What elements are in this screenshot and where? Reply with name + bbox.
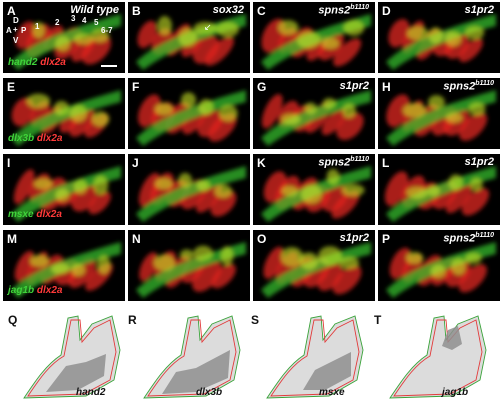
axis-p-label: P: [21, 26, 27, 35]
scale-bar: [101, 65, 117, 67]
outline-panel-label: S: [251, 313, 260, 327]
axis-cross-icon: +: [13, 25, 18, 34]
allele-superscript: b1110: [350, 156, 369, 163]
panel-genotype: s1pr2: [339, 80, 369, 92]
outline-gene-name: hand2: [76, 387, 106, 398]
probe-green: hand2: [8, 57, 38, 68]
axis-v-label: V: [13, 36, 19, 45]
arch-outline-diagram: [23, 315, 121, 399]
panel-label: H: [382, 80, 391, 94]
outline-gene-name: msxe: [319, 387, 345, 398]
allele-superscript: b1110: [475, 232, 494, 239]
fluorescence-image: [261, 166, 371, 222]
panel-a: A Wild type hand2 dlx2a 1 2 3 4 5 6-7 D A P V +: [3, 2, 125, 73]
fluorescence-image: [11, 14, 121, 70]
panel-label: D: [382, 4, 391, 18]
panel-label: C: [257, 4, 266, 18]
outline-panel-label: R: [128, 313, 137, 327]
arch-outline-diagram: [389, 315, 487, 399]
probe-green: jag1b: [8, 285, 35, 296]
panel-label: I: [7, 156, 11, 170]
arch-number: 3: [71, 14, 76, 23]
probe-red: dlx2a: [36, 209, 62, 220]
fluorescence-image: [136, 14, 246, 70]
panel-label: G: [257, 80, 267, 94]
panel-label: E: [7, 80, 16, 94]
arch-number: 1: [35, 22, 40, 31]
panel-label: J: [132, 156, 139, 170]
probe-caption: dlx3b dlx2a: [8, 133, 62, 144]
panel-genotype: s1pr2: [464, 4, 494, 16]
arch-outline-diagram: [266, 315, 364, 399]
panel-genotype: Wild type: [70, 4, 119, 16]
arch-number: 4: [82, 16, 87, 25]
panel-label: L: [382, 156, 390, 170]
panel-genotype: spns2b1110: [443, 80, 494, 93]
outline-gene-name: jag1b: [442, 387, 469, 398]
fluorescence-image: [136, 242, 246, 298]
outline-panel-label: T: [374, 313, 382, 327]
probe-caption: hand2 dlx2a: [8, 57, 66, 68]
panel-f: F: [128, 78, 250, 149]
panel-genotype: spns2b1110: [443, 232, 494, 245]
fluorescence-image: [384, 166, 496, 222]
panel-label: B: [132, 4, 141, 18]
fluorescence-image: [136, 166, 246, 222]
panel-label: O: [257, 232, 267, 246]
fluorescence-image: [261, 14, 371, 70]
fluorescence-image: [261, 242, 371, 298]
arch-number: 6-7: [101, 26, 113, 35]
arch-number: 2: [55, 18, 60, 27]
panel-label: M: [7, 232, 17, 246]
fluorescence-image: [386, 90, 496, 146]
panel-genotype: spns2b1110: [318, 156, 369, 169]
probe-caption: jag1b dlx2a: [8, 285, 62, 296]
panel-n: N: [128, 230, 250, 301]
arrow-icon: ↙: [204, 22, 212, 32]
fluorescence-image: [11, 166, 121, 222]
fluorescence-image: [386, 14, 496, 70]
panel-label: K: [257, 156, 266, 170]
probe-red: dlx2a: [36, 285, 63, 296]
outline-panel-label: Q: [8, 313, 18, 327]
probe-red: dlx2a: [40, 57, 66, 68]
probe-green: dlx3b: [8, 133, 35, 144]
fluorescence-image: [261, 90, 371, 146]
probe-green: msxe: [8, 209, 34, 220]
panel-label: P: [382, 232, 391, 246]
fluorescence-image: [11, 90, 121, 146]
panel-genotype: sox32: [212, 4, 244, 16]
probe-red: dlx2a: [36, 133, 63, 144]
fluorescence-image: [386, 242, 496, 298]
allele-superscript: b1110: [475, 80, 494, 87]
panel-label: N: [132, 232, 141, 246]
panel-label: F: [132, 80, 140, 94]
fluorescence-image: [136, 90, 246, 146]
axis-a-label: A: [6, 26, 12, 35]
probe-caption: msxe dlx2a: [8, 209, 62, 220]
fluorescence-image: [11, 242, 121, 298]
panel-genotype: s1pr2: [464, 156, 494, 168]
outline-gene-name: dlx3b: [196, 387, 223, 398]
axis-d-label: D: [13, 16, 19, 25]
arch-outline-diagram: [143, 315, 241, 399]
panel-label: A: [7, 4, 16, 18]
arch-number: 5: [94, 18, 99, 27]
panel-genotype: s1pr2: [339, 232, 369, 244]
panel-genotype: spns2b1110: [318, 4, 369, 17]
allele-superscript: b1110: [350, 4, 369, 11]
panel-j: J: [128, 154, 250, 225]
